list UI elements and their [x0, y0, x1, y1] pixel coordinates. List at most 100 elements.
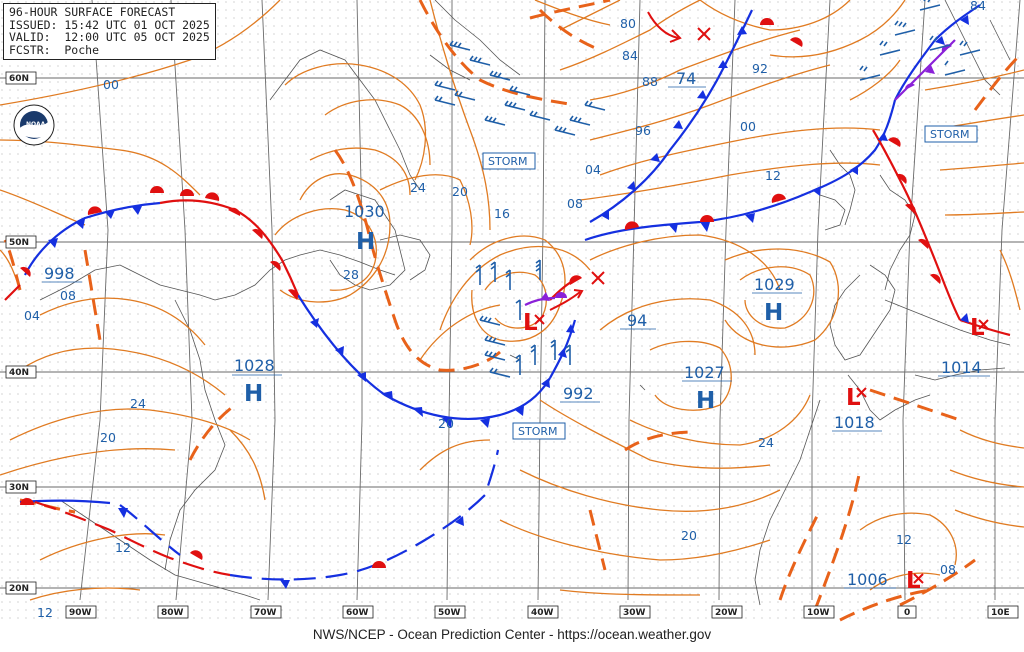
- isobar-label: 28: [343, 267, 359, 282]
- storm-label: STORM: [924, 125, 978, 143]
- isobar-label: 20: [100, 430, 116, 445]
- lat-label: 50N: [9, 238, 29, 248]
- warm-fronts-dashed: [4, 284, 231, 577]
- isobar-label: 16: [494, 206, 510, 221]
- pressure-value: 998: [44, 264, 75, 283]
- isobar-label: 04: [24, 308, 40, 323]
- pressure-value: 74: [676, 69, 696, 88]
- storm-track-arrows: [549, 11, 711, 311]
- isobar-label: 00: [740, 119, 756, 134]
- pressure-value: 1006: [847, 570, 888, 589]
- high-symbol: H: [696, 388, 715, 414]
- graticule: [0, 0, 1024, 601]
- pressure-value: 1014: [941, 358, 982, 377]
- pressure-value: 1018: [834, 413, 875, 432]
- header-issued: ISSUED: 15:42 UTC 01 OCT 2025: [9, 17, 210, 32]
- lon-label: 30W: [623, 608, 646, 618]
- pressure-value: 992: [563, 384, 594, 403]
- isobar-label: 88: [642, 74, 658, 89]
- isobar-label: 04: [585, 162, 601, 177]
- pressure-value: 1029: [754, 275, 795, 294]
- isobar-label: 20: [438, 416, 454, 431]
- isobar-label: 12: [37, 605, 53, 620]
- pressure-value: 1030: [344, 202, 385, 221]
- high-symbol: H: [356, 229, 375, 255]
- forecast-header: 96-HOUR SURFACE FORECAST ISSUED: 15:42 U…: [3, 3, 216, 60]
- low-74: 74: [668, 69, 706, 88]
- lat-label: 40N: [9, 368, 29, 378]
- footer-credit: NWS/NCEP - Ocean Prediction Center - htt…: [0, 624, 1024, 652]
- occluded-symbols: [540, 44, 952, 301]
- header-title: 96-HOUR SURFACE FORECAST: [9, 5, 176, 19]
- low-symbol: L: [970, 315, 985, 341]
- low-symbol: L: [906, 568, 921, 594]
- lon-label: 60W: [346, 608, 369, 618]
- isobar-label: 84: [622, 48, 638, 63]
- isobar-label: 92: [752, 61, 768, 76]
- lon-label: 10E: [991, 608, 1010, 618]
- isobar-label: 24: [758, 435, 774, 450]
- cold-front-triangles: [48, 15, 969, 589]
- high-1028: 1028 H: [232, 356, 282, 407]
- lon-label: 90W: [69, 608, 92, 618]
- low-symbol: L: [523, 310, 538, 336]
- svg-text:STORM: STORM: [518, 425, 558, 438]
- high-1030: 1030 H: [344, 202, 385, 255]
- noaa-logo: NOAA: [13, 104, 55, 146]
- coastlines: [39, 0, 1011, 606]
- isobar-label: 80: [620, 16, 636, 31]
- isobar-label: 84: [970, 0, 986, 13]
- lon-label: 50W: [438, 608, 461, 618]
- isobar-label: 20: [452, 184, 468, 199]
- pressure-value: 1028: [234, 356, 275, 375]
- storm-label: STORM: [482, 152, 536, 170]
- pressure-value: 1027: [684, 363, 725, 382]
- pressure-value: 94: [627, 311, 647, 330]
- isobar-label: 24: [410, 180, 426, 195]
- cold-fronts: [19, 4, 981, 505]
- isobar-label: 12: [896, 532, 912, 547]
- high-1027: 1027 H: [682, 363, 732, 414]
- lon-label: 80W: [161, 608, 184, 618]
- isobar-label: 08: [940, 562, 956, 577]
- low-1006: L 1006: [844, 568, 924, 594]
- low-1018: L 1018: [832, 385, 882, 432]
- low-symbol: L: [846, 385, 861, 411]
- wind-barbs: [434, 0, 981, 378]
- troughs: [3, 0, 1022, 622]
- low-1014: L 1014: [938, 315, 990, 377]
- isobar-label: 20: [681, 528, 697, 543]
- high-1029: 1029 H: [752, 275, 802, 326]
- isobar-label: 12: [115, 540, 131, 555]
- lat-label: 20N: [9, 584, 29, 594]
- isobar-label: 96: [635, 123, 651, 138]
- high-symbol: H: [764, 300, 783, 326]
- lon-label: 0: [904, 608, 910, 618]
- isobar-label: 00: [103, 77, 119, 92]
- low-998: 998: [42, 264, 82, 283]
- storm-label: STORM: [512, 422, 566, 440]
- lon-label: 40W: [531, 608, 554, 618]
- svg-text:NOAA: NOAA: [26, 121, 46, 128]
- header-valid: VALID: 12:00 UTC 05 OCT 2025: [9, 30, 210, 44]
- isobar-label: 08: [60, 288, 76, 303]
- header-forecaster: FCSTR: Poche: [9, 42, 100, 57]
- svg-text:STORM: STORM: [488, 155, 528, 168]
- low-94: 94: [620, 311, 656, 330]
- lat-label: 60N: [9, 74, 29, 84]
- lon-label: 10W: [807, 608, 830, 618]
- longitude-labels: 90W 80W 70W 60W 50W 40W 30W 20W 10W 0 10…: [65, 605, 1019, 619]
- isobar-label: 24: [130, 396, 146, 411]
- lon-label: 70W: [254, 608, 277, 618]
- latitude-labels: 60N 50N 40N 30N 20N: [5, 71, 37, 595]
- lon-label: 20W: [715, 608, 738, 618]
- warm-front-semicircles: [20, 18, 941, 568]
- isobar-label: 12: [765, 168, 781, 183]
- low-992: L 992: [523, 310, 600, 403]
- isobar-label: 08: [567, 196, 583, 211]
- svg-text:STORM: STORM: [930, 128, 970, 141]
- lat-label: 30N: [9, 483, 29, 493]
- high-symbol: H: [244, 381, 263, 407]
